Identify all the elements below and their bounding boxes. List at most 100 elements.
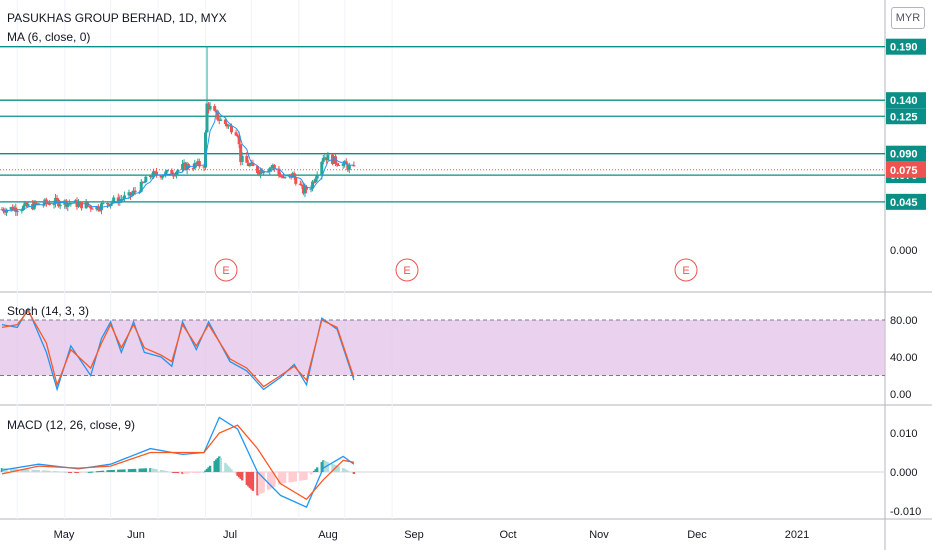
macd-histogram-bar	[237, 472, 241, 478]
macd-histogram-bar	[109, 470, 112, 472]
macd-histogram-bar	[54, 471, 57, 473]
ma-indicator-label[interactable]: MA (6, close, 0)	[7, 30, 91, 44]
macd-histogram-bar	[216, 457, 219, 472]
candle-body	[245, 155, 249, 163]
stoch-indicator-label[interactable]: Stoch (14, 3, 3)	[7, 304, 90, 318]
macd-y-tick-label: -0.010	[890, 506, 921, 518]
candle-body	[55, 197, 59, 200]
macd-histogram-bar	[153, 468, 157, 472]
candle-body	[304, 186, 308, 190]
candle-body	[23, 202, 27, 206]
candle-body	[101, 202, 105, 204]
macd-histogram-bar	[34, 469, 37, 472]
candle-body	[47, 203, 51, 205]
candle-body	[116, 197, 120, 203]
macd-histogram-bar	[293, 472, 296, 482]
macd-histogram-bar	[91, 471, 94, 473]
macd-histogram-bar	[234, 472, 238, 475]
candle-body	[118, 199, 122, 203]
currency-button[interactable]: MYR	[891, 7, 925, 29]
macd-histogram	[0, 456, 356, 496]
macd-histogram-bar	[309, 472, 313, 475]
candle-body	[26, 204, 30, 207]
candle-body	[44, 199, 48, 204]
level-price-tag	[886, 108, 926, 125]
candle-body	[205, 103, 209, 133]
x-tick-label: May	[54, 529, 75, 541]
macd-histogram-bar	[32, 469, 36, 472]
earnings-marker	[395, 258, 419, 282]
candle-body	[208, 106, 212, 110]
candle-body	[173, 175, 177, 177]
candle-body	[236, 135, 240, 137]
candle-body	[346, 164, 350, 170]
x-tick-label: Jun	[127, 529, 145, 541]
macd-histogram-bar	[230, 469, 233, 472]
macd-histogram-bar	[302, 472, 305, 481]
y-tick-label: 0.190	[890, 42, 918, 54]
candle-body	[239, 144, 243, 162]
candle-body	[309, 188, 313, 190]
macd-histogram-bar	[182, 472, 186, 474]
candle-body	[150, 176, 154, 178]
macd-indicator-label[interactable]: MACD (12, 26, close, 9)	[7, 418, 136, 432]
macd-histogram-bar	[162, 470, 166, 472]
macd-histogram-bar	[282, 472, 285, 484]
macd-histogram-bar	[175, 472, 178, 473]
candle-body	[324, 157, 328, 161]
candle-body	[194, 162, 198, 165]
macd-histogram-bar	[247, 472, 250, 487]
candle-body	[110, 201, 114, 204]
candle-body	[226, 125, 230, 127]
candle-body	[315, 175, 319, 179]
y-tick-label: 0.125	[890, 111, 918, 123]
candle-body	[170, 169, 174, 176]
candle-body	[43, 199, 47, 205]
last-price-tag	[886, 161, 926, 178]
x-tick-label: Oct	[499, 529, 516, 541]
macd-histogram-bar	[176, 472, 180, 474]
macd-histogram-bar	[106, 470, 109, 472]
candle-body	[139, 181, 143, 192]
candle-body	[223, 119, 227, 125]
candle-body	[259, 169, 263, 175]
macd-histogram-bar	[248, 472, 252, 488]
macd-histogram-bar	[161, 470, 164, 472]
candle-body	[280, 176, 284, 178]
candle-body	[196, 161, 200, 165]
macd-histogram-bar	[68, 472, 71, 473]
macd-histogram-bar	[5, 468, 8, 472]
candle-body	[162, 175, 166, 177]
candle-body	[90, 208, 94, 210]
x-tick-label: 2021	[785, 529, 809, 541]
macd-histogram-bar	[195, 472, 198, 473]
candle-body	[303, 186, 307, 194]
macd-histogram-bar	[170, 472, 174, 473]
macd-histogram-bar	[144, 468, 148, 472]
macd-histogram-bar	[23, 469, 27, 472]
stoch-y-tick-label: 0.00	[890, 389, 911, 401]
candle-body	[24, 202, 28, 207]
macd-histogram-bar	[107, 470, 111, 472]
macd-histogram-bar	[267, 472, 270, 490]
macd-histogram-bar	[202, 472, 206, 473]
candle-body	[106, 202, 110, 205]
candle-body	[141, 181, 145, 183]
candle-body	[332, 156, 336, 164]
macd-histogram-bar	[315, 467, 319, 472]
candle-body	[249, 162, 253, 165]
macd-histogram-bar	[303, 472, 307, 481]
earnings-marker	[674, 258, 698, 282]
ma-line	[1, 109, 354, 212]
macd-histogram-bar	[260, 472, 264, 494]
candle-body	[77, 202, 80, 207]
candle-body	[203, 132, 207, 168]
macd-histogram-bar	[69, 472, 73, 473]
macd-histogram-bar	[251, 472, 255, 491]
candle-body	[54, 197, 58, 204]
macd-histogram-bar	[305, 472, 308, 480]
macd-y-tick-label: 0.000	[890, 467, 918, 479]
candle-body	[133, 190, 137, 193]
candle-body	[352, 165, 356, 167]
